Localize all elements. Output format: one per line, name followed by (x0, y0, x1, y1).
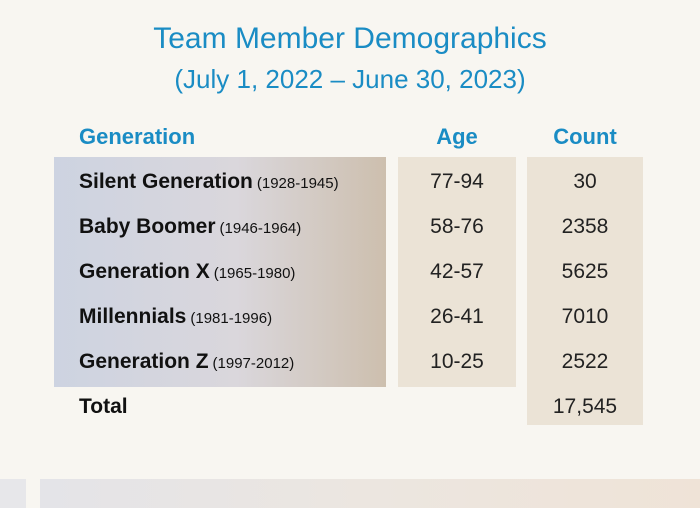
bottom-left-panel (0, 479, 26, 508)
count-cell: 2358 (561, 215, 609, 238)
generation-name: Generation Z (79, 350, 209, 373)
generation-years: (1946-1964) (219, 220, 302, 237)
age-cell: 10-25 (430, 350, 484, 373)
count-column-panel (527, 157, 643, 425)
header-count: Count (553, 124, 617, 149)
generation-years: (1997-2012) (212, 355, 295, 372)
generation-years: (1965-1980) (213, 265, 296, 282)
header-generation: Generation (79, 124, 196, 149)
generation-years: (1928-1945) (256, 175, 339, 192)
header-age: Age (436, 124, 478, 149)
total-row: Total (79, 393, 128, 421)
total-label: Total (79, 395, 128, 418)
age-cell: 26-41 (430, 305, 484, 328)
count-cell: 5625 (561, 260, 609, 283)
total-count: 17,545 (552, 395, 618, 418)
age-cell: 42-57 (430, 260, 484, 283)
count-cell: 30 (573, 170, 597, 193)
table-row: Generation Z (1997-2012) (79, 348, 294, 378)
generation-name: Baby Boomer (79, 215, 216, 238)
table-row: Silent Generation (1928-1945) (79, 168, 339, 198)
table-row: Baby Boomer (1946-1964) (79, 213, 301, 243)
age-cell: 58-76 (430, 215, 484, 238)
table-row: Generation X (1965-1980) (79, 258, 295, 288)
generation-column-panel (54, 157, 386, 387)
age-column-panel (398, 157, 516, 387)
bottom-panel (40, 479, 700, 508)
page-subtitle: (July 1, 2022 – June 30, 2023) (174, 64, 526, 94)
age-cell: 77-94 (430, 170, 484, 193)
count-cell: 2522 (561, 350, 609, 373)
table-row: Millennials (1981-1996) (79, 303, 272, 333)
generation-name: Silent Generation (79, 170, 253, 193)
generation-years: (1981-1996) (190, 310, 273, 327)
count-cell: 7010 (561, 305, 609, 328)
generation-name: Millennials (79, 305, 187, 328)
generation-name: Generation X (79, 260, 210, 283)
page-title: Team Member Demographics (153, 22, 547, 55)
